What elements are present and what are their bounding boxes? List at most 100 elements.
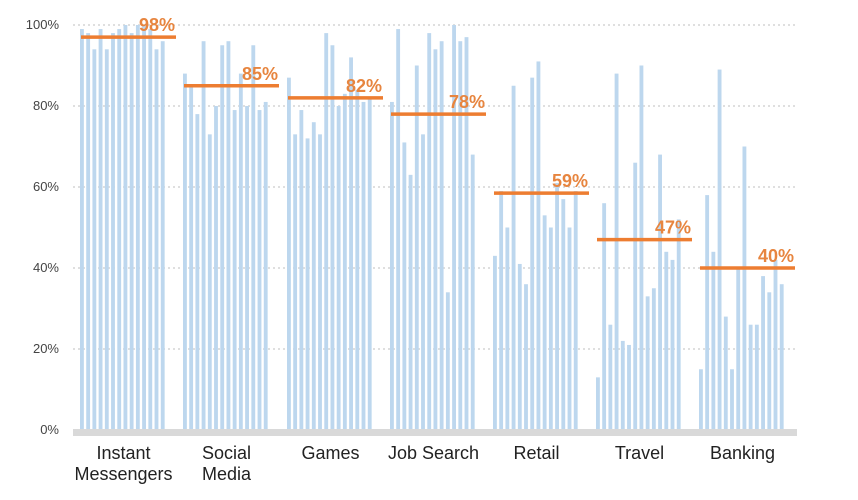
bar [263,101,268,430]
bar [135,25,140,430]
bar [779,284,784,430]
bar [542,215,547,430]
bar [421,134,425,430]
bar [596,377,600,430]
bar [183,73,187,430]
y-tick-label: 60% [33,179,59,194]
bar [676,219,681,430]
category-label: Retail [513,443,559,463]
bar [633,162,638,430]
bar [536,61,541,430]
category-label: Banking [710,443,775,463]
bar [396,29,401,431]
bar [287,77,291,431]
bar [452,25,456,430]
bar [723,316,728,430]
bar [499,191,504,430]
y-tick-label: 20% [33,341,59,356]
bar [349,57,353,431]
bar [318,134,322,430]
bar [367,97,372,431]
category-label: Games [301,443,359,463]
category-label: Travel [615,443,664,463]
bar [117,29,122,431]
bar [699,369,703,430]
bar [670,259,675,430]
bar [620,340,625,430]
bar [104,49,109,431]
bar [86,33,91,430]
bar [207,134,212,430]
bar [361,101,366,430]
bar [245,106,249,430]
bar [330,45,335,430]
bar [220,45,225,430]
bar [154,49,159,431]
bar [645,296,650,430]
bar [517,263,522,430]
bar [232,110,237,431]
bar [651,288,656,430]
bar [251,45,256,430]
bar [639,65,644,430]
bar [390,101,394,430]
bar [195,114,200,430]
bar [129,33,134,430]
bar [524,284,528,430]
bar [730,369,734,430]
category-label: Job Search [388,443,479,463]
bar [160,41,165,430]
bar [773,259,778,430]
bar [748,324,753,430]
bar [458,41,463,430]
average-label: 85% [242,64,278,84]
average-label: 47% [655,218,691,238]
bar [142,25,146,430]
bar [311,122,316,430]
bar [711,251,716,430]
bar [299,110,304,431]
bar [608,324,613,430]
bar [148,29,153,431]
bar [464,37,469,431]
y-tick-label: 40% [33,260,59,275]
average-label: 59% [552,171,588,191]
bar [555,182,559,430]
average-label: 98% [139,15,175,35]
y-tick-label: 0% [40,422,59,437]
bar [561,199,566,430]
bar [355,89,360,431]
bar [573,191,578,430]
bar [717,69,722,431]
bar [408,174,413,430]
bar [433,49,438,431]
bar [614,73,619,430]
bar [80,29,84,431]
bar [123,25,128,430]
bar [767,292,772,430]
bar [226,41,231,430]
bar [754,324,759,430]
bar [761,276,765,430]
bar [324,33,329,430]
category-label: Social Media [202,443,252,484]
bar [238,73,243,430]
bar [505,227,510,430]
average-label: 82% [346,76,382,96]
bar [98,29,103,431]
bar [627,344,631,430]
bar [427,33,432,430]
bar [336,106,341,430]
bar [111,33,115,430]
bar [658,154,662,430]
bar [511,85,516,430]
bar [201,41,206,430]
average-label: 78% [449,92,485,112]
bar [414,65,419,430]
bar [92,49,97,431]
category-label: Instant Messengers [74,443,172,484]
bar [705,195,710,430]
bar [736,268,741,430]
